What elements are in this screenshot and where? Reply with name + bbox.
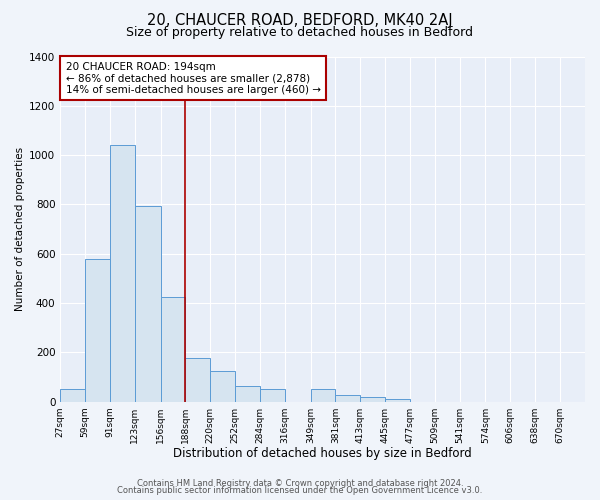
Y-axis label: Number of detached properties: Number of detached properties xyxy=(15,147,25,311)
Bar xyxy=(385,399,410,402)
Text: Size of property relative to detached houses in Bedford: Size of property relative to detached ho… xyxy=(127,26,473,39)
Text: Contains public sector information licensed under the Open Government Licence v3: Contains public sector information licen… xyxy=(118,486,482,495)
Text: Contains HM Land Registry data © Crown copyright and database right 2024.: Contains HM Land Registry data © Crown c… xyxy=(137,478,463,488)
Text: 20, CHAUCER ROAD, BEDFORD, MK40 2AJ: 20, CHAUCER ROAD, BEDFORD, MK40 2AJ xyxy=(147,12,453,28)
Bar xyxy=(161,297,185,402)
Bar xyxy=(60,390,85,402)
Bar xyxy=(211,371,235,402)
Bar xyxy=(311,390,335,402)
Bar xyxy=(235,386,260,402)
Bar xyxy=(185,358,211,402)
Bar xyxy=(335,396,361,402)
Bar xyxy=(260,390,285,402)
Bar xyxy=(135,206,161,402)
Text: 20 CHAUCER ROAD: 194sqm
← 86% of detached houses are smaller (2,878)
14% of semi: 20 CHAUCER ROAD: 194sqm ← 86% of detache… xyxy=(65,62,320,95)
X-axis label: Distribution of detached houses by size in Bedford: Distribution of detached houses by size … xyxy=(173,447,472,460)
Bar xyxy=(85,259,110,402)
Bar xyxy=(361,396,385,402)
Bar xyxy=(110,144,135,402)
